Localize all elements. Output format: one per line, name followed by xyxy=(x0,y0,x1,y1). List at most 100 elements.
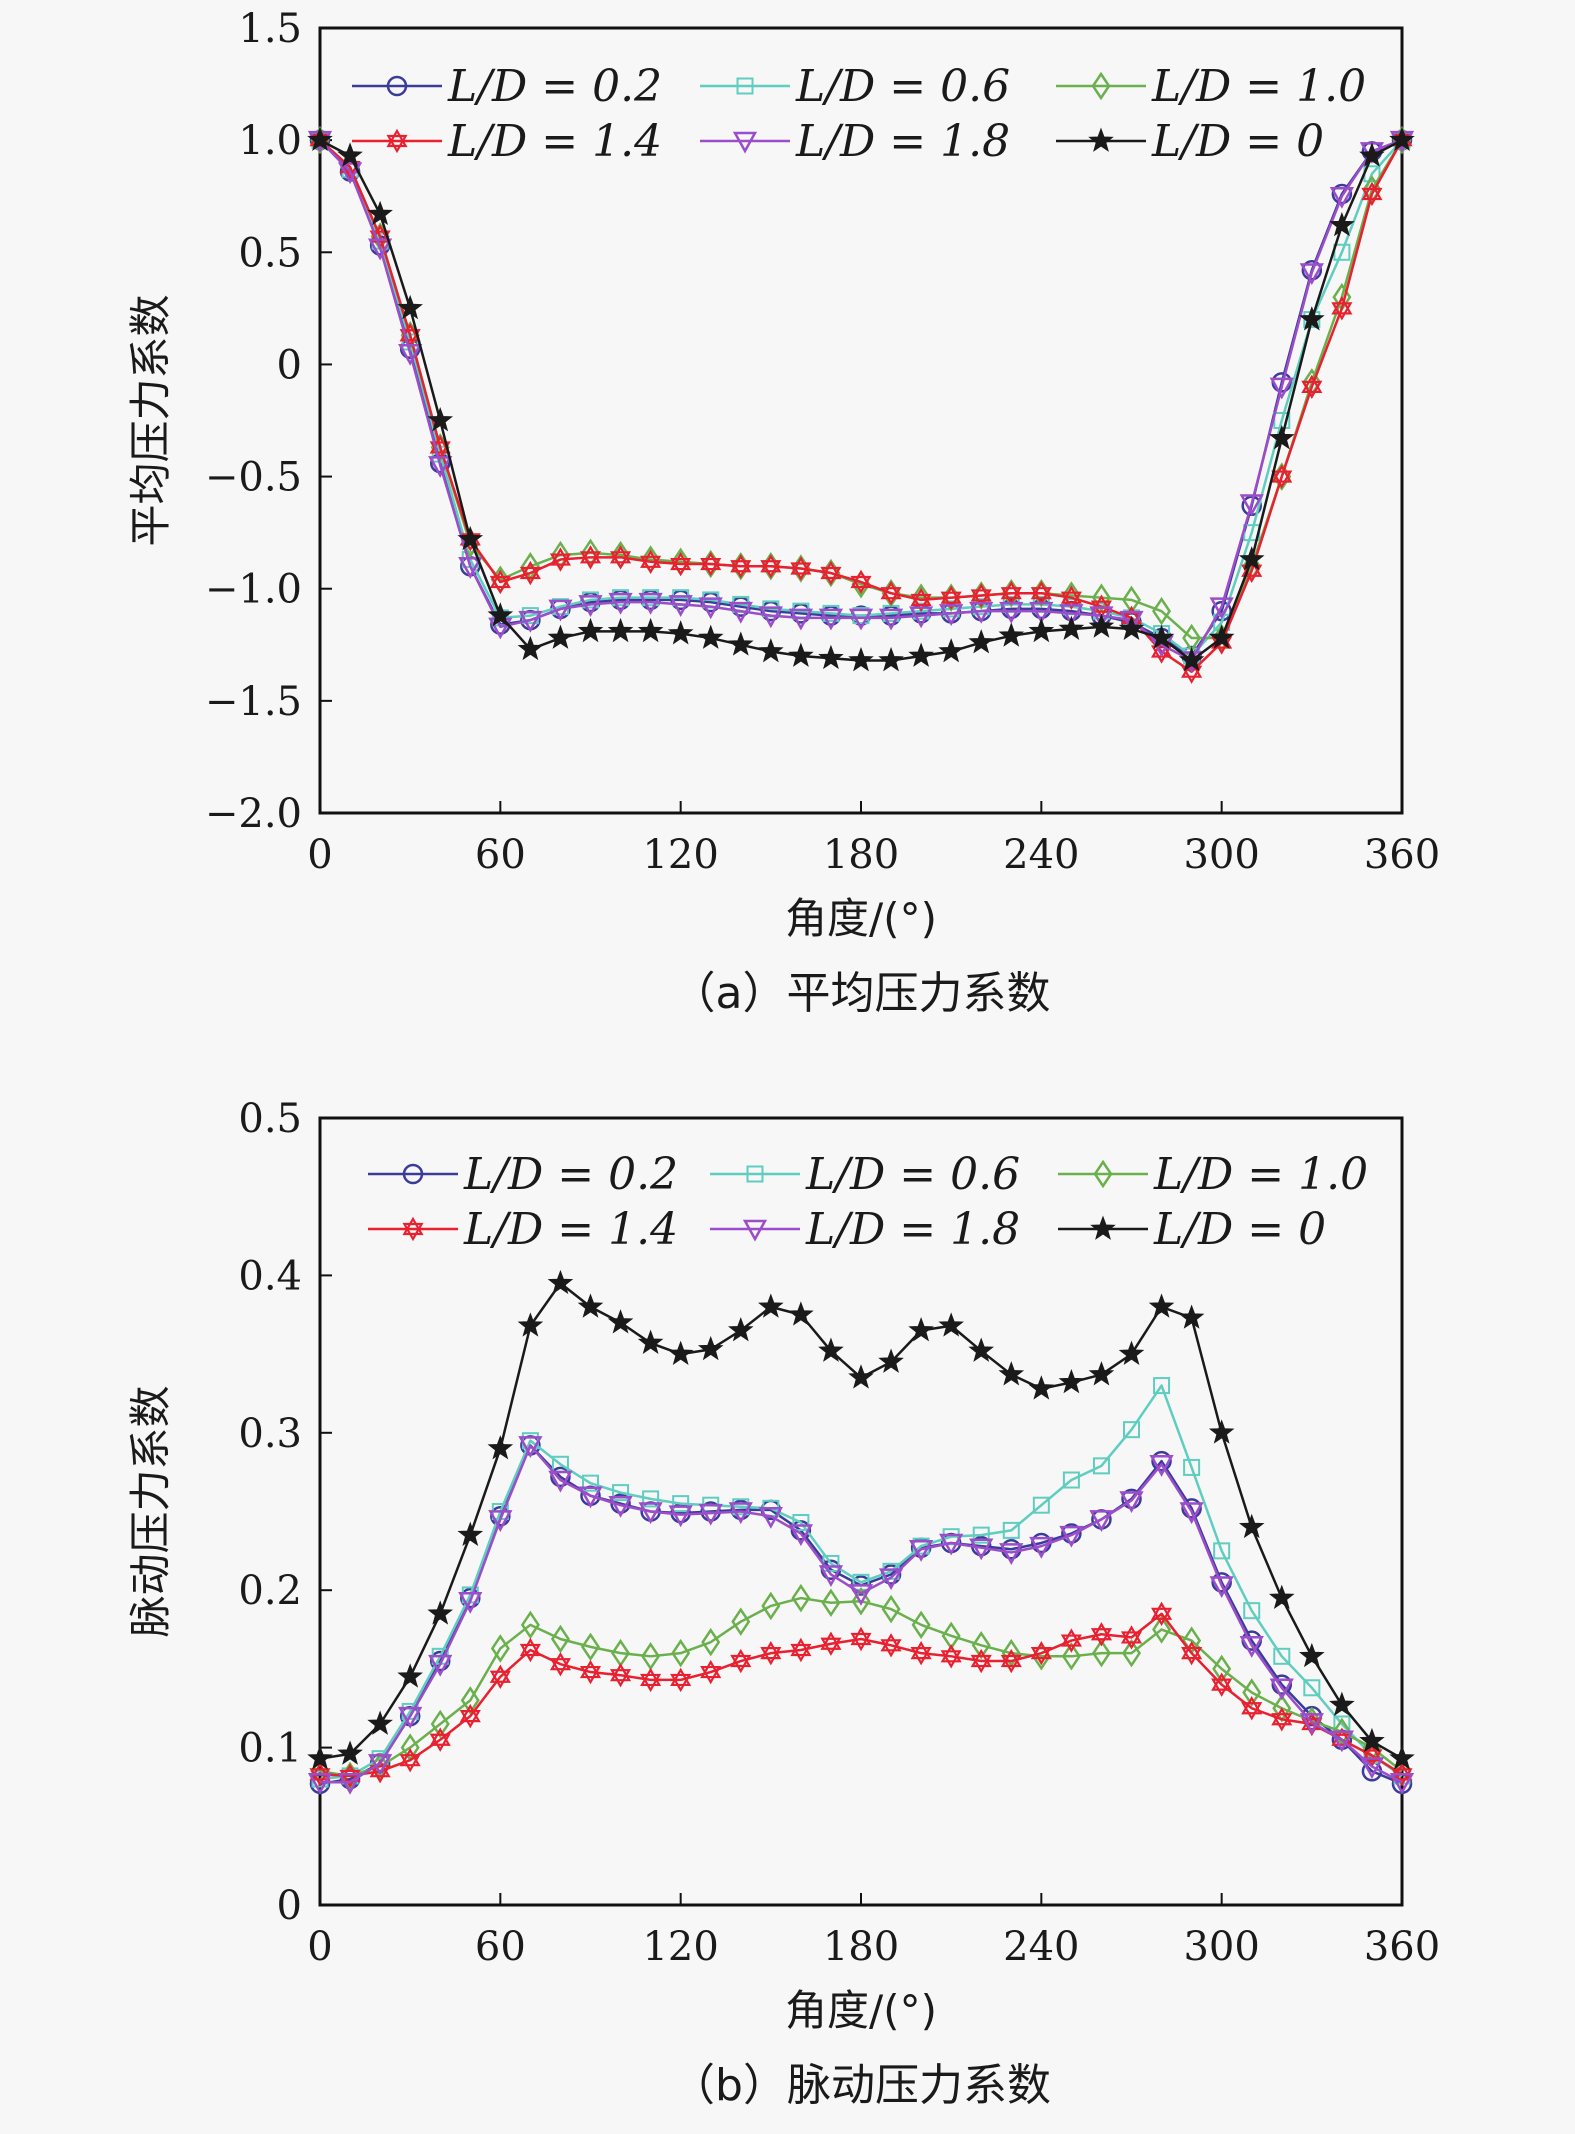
x-tick-label: 360 xyxy=(1364,832,1440,878)
data-point-marker-up xyxy=(940,1644,962,1663)
data-point-marker xyxy=(668,1505,693,1528)
data-point-marker-up xyxy=(760,554,782,573)
data-point-marker xyxy=(998,622,1025,647)
data-point-marker-down xyxy=(700,1665,722,1685)
series-line xyxy=(320,1444,1403,1784)
x-tick-label: 180 xyxy=(823,1924,899,1970)
data-point-marker xyxy=(1059,1525,1084,1548)
data-point-marker xyxy=(337,162,363,185)
x-tick-label: 300 xyxy=(1183,1924,1259,1970)
data-point-marker xyxy=(1212,1654,1232,1684)
data-point-marker-down xyxy=(1120,1631,1143,1650)
legend-label: L/D = 0.6 xyxy=(795,61,1010,112)
data-point-marker-up xyxy=(579,1659,602,1679)
legend-label: L/D = 1.0 xyxy=(1151,61,1366,112)
data-point-marker xyxy=(608,592,633,615)
data-point-marker-down xyxy=(940,1650,962,1669)
data-point-marker-down xyxy=(1090,600,1113,619)
data-point-marker-up xyxy=(880,1633,902,1652)
legend-item: L/D = 0 xyxy=(1058,1204,1326,1255)
data-point-marker-up xyxy=(880,581,902,600)
data-point-marker xyxy=(999,601,1024,624)
data-point-marker-up xyxy=(1331,296,1353,315)
x-tick-label: 120 xyxy=(642,832,718,878)
data-point-marker-down xyxy=(820,1637,842,1656)
data-point-marker xyxy=(760,1640,782,1666)
data-point-marker xyxy=(1119,610,1144,633)
data-point-marker-up xyxy=(609,1662,632,1682)
data-point-marker xyxy=(429,1727,451,1752)
data-point-marker xyxy=(1152,596,1172,626)
data-point-marker-down xyxy=(1211,1678,1233,1697)
data-point-marker xyxy=(700,1659,722,1685)
data-point-marker-down xyxy=(820,566,842,586)
data-point-marker xyxy=(758,1506,783,1529)
data-point-marker xyxy=(1391,1762,1413,1787)
data-point-marker-up xyxy=(549,547,572,566)
x-tick-label: 360 xyxy=(1364,1924,1440,1970)
data-point-marker xyxy=(790,1637,812,1663)
data-point-marker xyxy=(1239,494,1264,517)
data-point-marker xyxy=(788,608,814,631)
data-point-marker xyxy=(939,1533,964,1556)
data-point-marker-down xyxy=(1181,1647,1203,1666)
data-point-marker-down xyxy=(1301,380,1323,400)
data-point-marker xyxy=(1239,1636,1264,1658)
y-tick-label: 0.3 xyxy=(238,1411,302,1457)
legend-marker xyxy=(386,75,408,97)
data-point-marker-down xyxy=(670,557,692,577)
data-point-marker-up xyxy=(1271,464,1293,483)
data-point-marker xyxy=(878,608,904,631)
data-point-marker xyxy=(970,583,992,608)
data-point-marker-down xyxy=(1000,587,1022,606)
data-point-marker xyxy=(1329,1730,1355,1753)
data-point-marker xyxy=(307,126,333,152)
data-point-marker xyxy=(938,1312,964,1337)
y-tick-label: 0 xyxy=(277,1883,302,1929)
y-tick-label: 0.1 xyxy=(238,1726,302,1772)
data-point-marker xyxy=(761,1591,781,1621)
data-point-marker-down xyxy=(1150,645,1173,664)
y-tick-label: −2.0 xyxy=(205,791,302,837)
data-point-marker xyxy=(519,1637,541,1663)
data-point-marker-down xyxy=(850,575,872,595)
data-point-marker xyxy=(1181,1498,1202,1519)
data-point-marker xyxy=(1148,624,1175,649)
data-point-marker xyxy=(367,1710,393,1735)
data-point-marker xyxy=(818,644,844,670)
data-point-marker xyxy=(1148,1293,1175,1318)
data-point-marker-down xyxy=(489,575,511,595)
data-point-marker-down xyxy=(880,587,902,606)
data-point-marker xyxy=(519,560,541,586)
data-point-marker xyxy=(1119,1491,1144,1514)
data-point-marker xyxy=(910,1640,932,1666)
data-point-marker xyxy=(1269,1678,1294,1701)
data-point-marker xyxy=(1329,186,1355,209)
data-point-marker-up xyxy=(369,1759,391,1778)
data-point-marker xyxy=(820,560,842,586)
legend-label: L/D = 0 xyxy=(1153,1204,1326,1255)
data-point-marker xyxy=(1243,1602,1261,1620)
data-point-marker-down xyxy=(940,591,962,610)
data-point-marker xyxy=(577,1293,604,1318)
data-point-marker xyxy=(490,1634,510,1663)
data-point-marker xyxy=(1029,1536,1054,1559)
data-point-marker-down xyxy=(760,560,782,579)
data-point-marker xyxy=(638,1502,663,1525)
data-point-marker xyxy=(1062,1471,1080,1489)
data-point-marker xyxy=(667,620,694,645)
legend-marker xyxy=(736,77,754,95)
data-point-marker xyxy=(878,1348,904,1373)
data-point-marker xyxy=(881,1594,901,1624)
data-point-marker-down xyxy=(1090,1628,1113,1647)
data-point-marker xyxy=(429,1650,451,1672)
data-point-marker xyxy=(1273,1647,1291,1665)
data-point-marker xyxy=(758,1293,784,1318)
data-point-marker-up xyxy=(1241,1696,1263,1715)
data-point-marker-down xyxy=(1391,1768,1413,1787)
legend-label: L/D = 0 xyxy=(1151,116,1324,167)
legend-label: L/D = 0.2 xyxy=(447,61,662,112)
data-point-marker xyxy=(1299,1642,1325,1668)
data-point-marker xyxy=(460,1587,481,1609)
data-point-marker xyxy=(607,617,634,643)
